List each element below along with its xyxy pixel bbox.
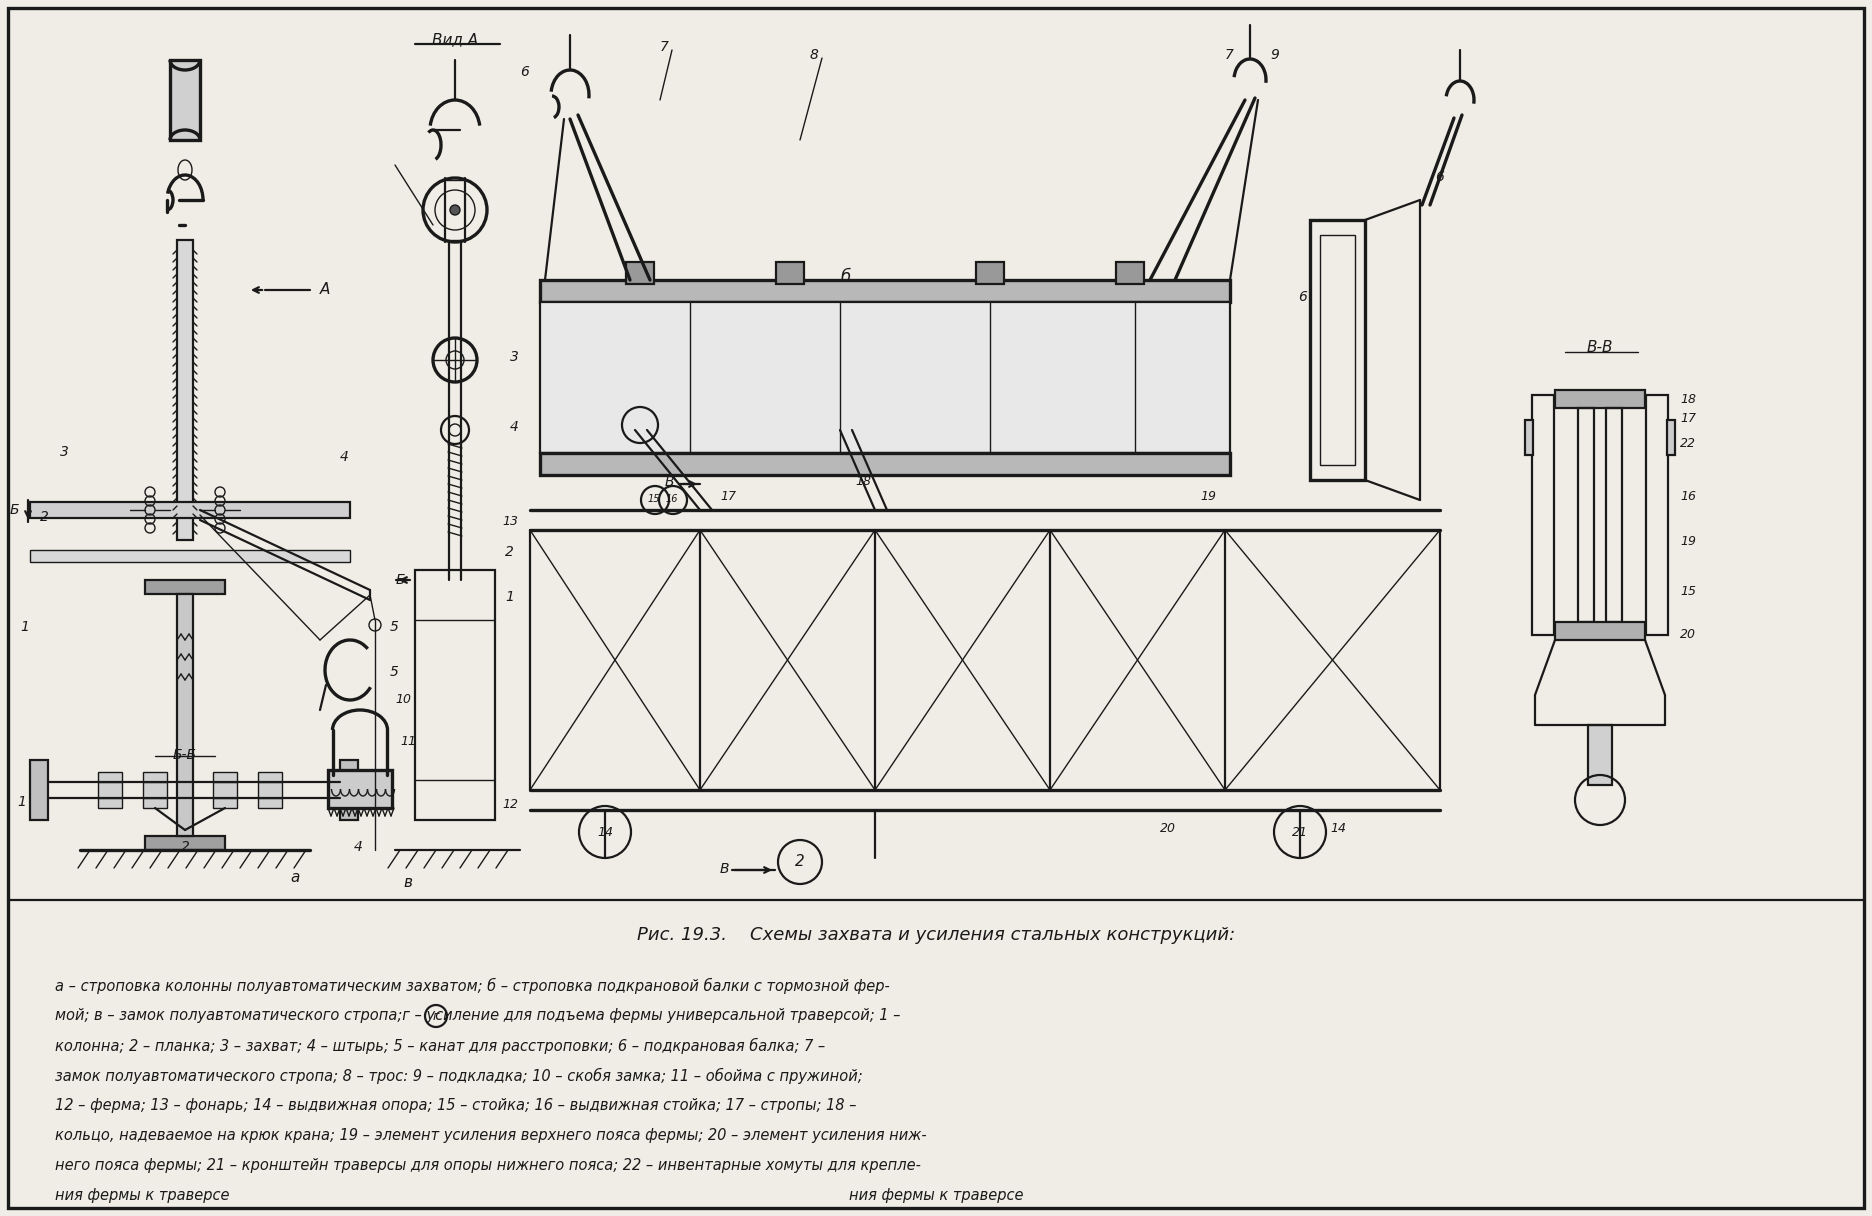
Bar (1578, 409, 1593, 623)
Bar (539, 280, 1230, 302)
Bar (30, 550, 350, 562)
Bar (178, 240, 193, 540)
Bar (142, 772, 167, 807)
Bar (625, 261, 653, 285)
Bar (975, 261, 1003, 285)
Text: 1: 1 (17, 795, 26, 809)
Text: а: а (290, 869, 300, 885)
Text: а – строповка колонны полуавтоматическим захватом; б – строповка подкрановой бал: а – строповка колонны полуавтоматическим… (54, 978, 889, 995)
Bar (539, 454, 1230, 475)
Text: мой; в – замок полуавтоматического стропа;г – усиление для подъема фермы универс: мой; в – замок полуавтоматического строп… (54, 1008, 900, 1023)
Text: 16: 16 (666, 494, 678, 503)
Text: ния фермы к траверсе: ния фермы к траверсе (54, 1188, 230, 1203)
Text: 7: 7 (661, 40, 668, 54)
Text: замок полуавтоматического стропа; 8 – трос: 9 – подкладка; 10 – скобя замка; 11 : замок полуавтоматического стропа; 8 – тр… (54, 1068, 863, 1085)
Text: 12 – ферма; 13 – фонарь; 14 – выдвижная опора; 15 – стойка; 16 – выдвижная стойк: 12 – ферма; 13 – фонарь; 14 – выдвижная … (54, 1098, 857, 1113)
Text: 7: 7 (1224, 47, 1234, 62)
Text: 5: 5 (389, 620, 399, 634)
Bar (144, 837, 225, 850)
Bar (1587, 725, 1612, 786)
Bar (777, 261, 803, 285)
Bar (1116, 261, 1144, 285)
Text: 3: 3 (60, 445, 69, 458)
Text: 20: 20 (1161, 822, 1176, 835)
Text: 6: 6 (520, 64, 530, 79)
Text: Рис. 19.3.    Схемы захвата и усиления стальных конструкций:: Рис. 19.3. Схемы захвата и усиления стал… (636, 927, 1236, 944)
Text: 17: 17 (1679, 412, 1696, 426)
Bar (1531, 395, 1554, 635)
Text: колонна; 2 – планка; 3 – захват; 4 – штырь; 5 – канат для расстроповки; 6 – подк: колонна; 2 – планка; 3 – захват; 4 – шты… (54, 1038, 826, 1054)
Text: 10: 10 (395, 693, 412, 706)
Bar (1556, 623, 1645, 640)
Text: 14: 14 (597, 826, 612, 839)
Text: Б: Б (395, 573, 404, 587)
Text: В: В (721, 862, 730, 876)
Text: 2: 2 (39, 510, 49, 524)
Text: 2: 2 (505, 545, 515, 559)
Text: 20: 20 (1679, 627, 1696, 641)
Text: 8: 8 (811, 47, 818, 62)
Bar (1645, 395, 1668, 635)
Bar (144, 580, 225, 593)
Text: в: в (402, 876, 412, 890)
Bar (416, 570, 494, 820)
Text: 3: 3 (509, 350, 519, 364)
Bar (30, 760, 49, 820)
Text: В-В: В-В (1587, 340, 1614, 355)
Text: 4: 4 (341, 450, 348, 465)
Bar (1606, 409, 1621, 623)
Text: Б-Б: Б-Б (172, 748, 197, 762)
Text: 14: 14 (1329, 822, 1346, 835)
Text: 2: 2 (796, 855, 805, 869)
Bar (1666, 420, 1675, 455)
Text: 19: 19 (1679, 535, 1696, 548)
Text: 16: 16 (1679, 490, 1696, 503)
Text: 5: 5 (389, 665, 399, 679)
Text: 6: 6 (1297, 289, 1307, 304)
Text: 19: 19 (1200, 490, 1217, 503)
Text: Вид А: Вид А (432, 32, 477, 47)
Bar (97, 772, 122, 807)
Text: А: А (320, 282, 329, 297)
Text: В: В (665, 475, 674, 489)
Text: 9: 9 (1269, 47, 1279, 62)
Text: 17: 17 (721, 490, 736, 503)
Bar (341, 760, 358, 820)
Text: б: б (841, 268, 850, 286)
Text: 18: 18 (856, 475, 870, 488)
Bar (30, 502, 350, 518)
Circle shape (449, 206, 461, 215)
Text: него пояса фермы; 21 – кронштейн траверсы для опоры нижнего пояса; 22 – инвентар: него пояса фермы; 21 – кронштейн траверс… (54, 1158, 921, 1173)
Text: 15: 15 (1679, 585, 1696, 598)
Text: 11: 11 (401, 734, 416, 748)
Text: г: г (432, 1009, 440, 1023)
Bar (1556, 390, 1645, 409)
Text: ния фермы к траверсе: ния фермы к траверсе (848, 1188, 1024, 1203)
Bar (328, 770, 391, 807)
Text: 22: 22 (1679, 437, 1696, 450)
Bar (258, 772, 283, 807)
Text: 6: 6 (1436, 170, 1443, 184)
Text: кольцо, надеваемое на крюк крана; 19 – элемент усиления верхнего пояса фермы; 20: кольцо, надеваемое на крюк крана; 19 – э… (54, 1128, 927, 1143)
Text: 2: 2 (180, 840, 189, 854)
Bar (1310, 220, 1365, 480)
Text: 12: 12 (502, 798, 519, 811)
Bar (213, 772, 238, 807)
Bar (1320, 235, 1355, 465)
Bar (178, 593, 193, 837)
Text: 1: 1 (21, 620, 28, 634)
Text: 15: 15 (648, 494, 661, 503)
Bar (1526, 420, 1533, 455)
Text: 4: 4 (354, 840, 363, 854)
Text: Б: Б (9, 503, 19, 517)
Text: 4: 4 (509, 420, 519, 434)
Text: 13: 13 (502, 516, 519, 528)
Bar (170, 60, 200, 140)
Bar (539, 302, 1230, 454)
Text: 21: 21 (1292, 826, 1309, 839)
Text: 18: 18 (1679, 393, 1696, 406)
Text: 1: 1 (505, 590, 515, 604)
